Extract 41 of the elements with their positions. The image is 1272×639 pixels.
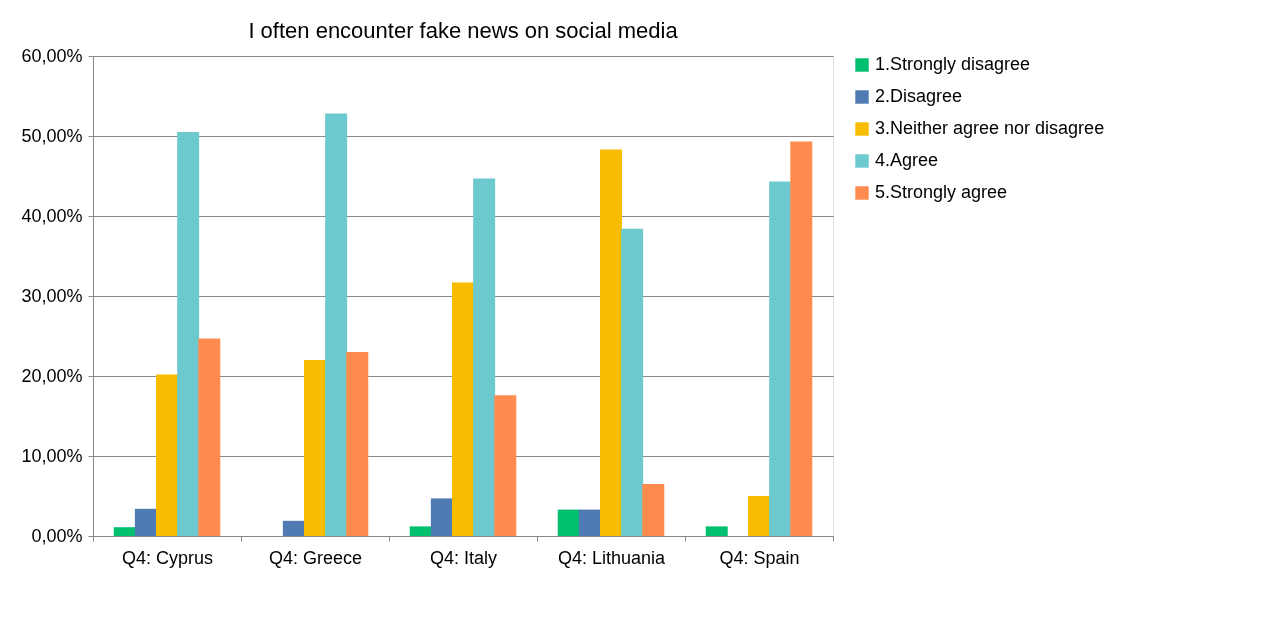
legend-label: 2.Disagree xyxy=(875,86,963,106)
x-tick-label: Q4: Cyprus xyxy=(121,547,214,568)
bar xyxy=(642,484,665,536)
x-tick-label: Q4: Spain xyxy=(719,547,800,568)
bar xyxy=(304,360,326,536)
y-tick-label: 50,00% xyxy=(21,125,83,146)
bar xyxy=(346,352,369,536)
y-tick-label: 10,00% xyxy=(21,445,83,466)
y-tick-label: 20,00% xyxy=(21,365,83,386)
chart-title: I often encounter fake news on social media xyxy=(248,18,679,43)
bar xyxy=(473,178,496,536)
y-tick-label: 40,00% xyxy=(21,205,83,226)
y-tick-label: 60,00% xyxy=(21,45,83,66)
bar xyxy=(494,395,517,536)
x-tick-label: Q4: Italy xyxy=(429,547,498,568)
bar xyxy=(282,520,305,536)
bar xyxy=(113,527,136,536)
bar xyxy=(748,496,770,536)
bar xyxy=(600,149,622,536)
x-tick-label: Q4: Greece xyxy=(268,547,363,568)
legend-label: 1.Strongly disagree xyxy=(875,54,1031,74)
bar xyxy=(621,228,644,536)
bar xyxy=(578,509,601,536)
legend-label: 3.Neither agree nor disagree xyxy=(875,118,1105,138)
bar xyxy=(769,181,792,536)
bar xyxy=(156,374,178,536)
bar xyxy=(557,509,580,536)
y-tick-label: 0,00% xyxy=(31,525,83,546)
legend-label: 5.Strongly agree xyxy=(875,182,1008,202)
bar xyxy=(452,282,474,536)
x-tick-label: Q4: Lithuania xyxy=(557,547,667,568)
bar xyxy=(790,141,813,536)
legend-label: 4.Agree xyxy=(875,150,939,170)
bar xyxy=(705,526,728,536)
bar xyxy=(198,338,221,536)
bar xyxy=(430,498,453,536)
bar xyxy=(177,132,200,536)
bar xyxy=(409,526,432,536)
y-tick-label: 30,00% xyxy=(21,285,83,306)
bar xyxy=(134,508,157,536)
bar xyxy=(325,113,348,536)
